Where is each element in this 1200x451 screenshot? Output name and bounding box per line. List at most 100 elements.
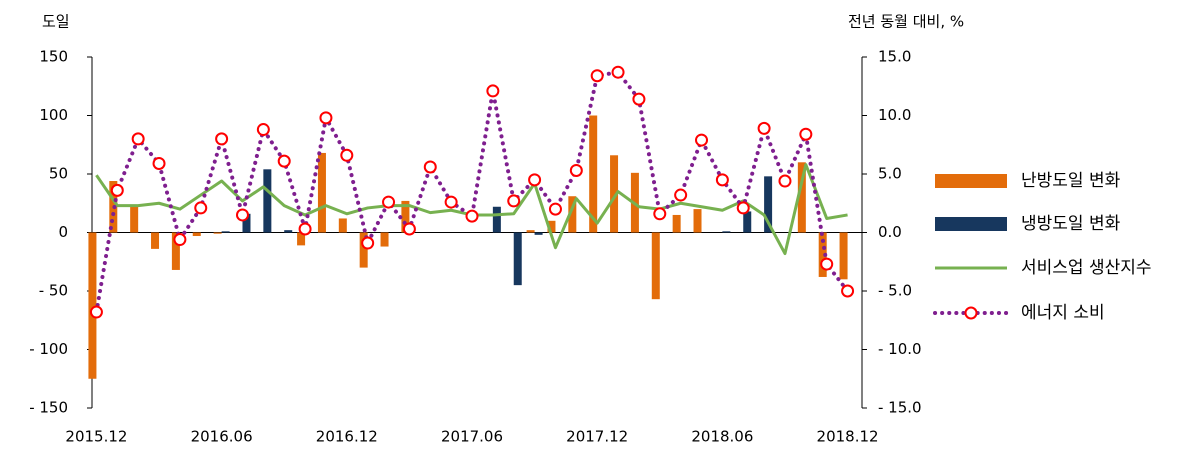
- bar: [672, 214, 681, 233]
- bar: [693, 209, 702, 233]
- marker: [235, 208, 249, 222]
- bar: [589, 115, 598, 233]
- marker: [799, 127, 813, 141]
- marker: [152, 156, 166, 170]
- marker: [465, 209, 479, 223]
- bar: [88, 232, 97, 379]
- bar: [513, 232, 522, 286]
- x-tick-label: 2016.06: [191, 428, 253, 446]
- x-tick-label: 2015.12: [65, 428, 127, 446]
- line: [94, 70, 850, 315]
- marker: [695, 133, 709, 147]
- marker: [298, 222, 312, 236]
- marker: [548, 202, 562, 216]
- marker: [173, 233, 187, 247]
- marker: [674, 188, 688, 202]
- legend-label: 서비스업 생산지수: [1021, 258, 1152, 278]
- y2-axis-title: 전년 동월 대비, %: [848, 13, 964, 31]
- legend-swatch: [935, 217, 1007, 231]
- bar: [192, 232, 201, 237]
- marker: [632, 92, 646, 106]
- legend-label: 난방도일 변화: [1021, 171, 1121, 191]
- bar: [359, 232, 368, 268]
- marker: [653, 207, 667, 221]
- marker: [423, 160, 437, 174]
- bar: [651, 232, 660, 300]
- bar: [526, 230, 535, 233]
- x-tick-label: 2017.06: [441, 428, 503, 446]
- bar: [547, 220, 556, 233]
- y-tick-label: - 50: [39, 282, 68, 300]
- marker: [277, 154, 291, 168]
- marker: [361, 236, 375, 250]
- marker: [486, 84, 500, 98]
- marker: [715, 173, 729, 187]
- marker: [778, 174, 792, 188]
- y-tick-label: 100: [39, 106, 68, 124]
- x-tick-label: 2018.12: [817, 428, 879, 446]
- bar: [722, 231, 731, 233]
- marker: [256, 123, 270, 137]
- marker: [110, 183, 124, 197]
- bar: [764, 176, 773, 233]
- marker: [215, 132, 229, 146]
- bar: [130, 206, 139, 233]
- marker: [736, 201, 750, 215]
- bar: [380, 232, 389, 247]
- legend-swatch: [935, 174, 1007, 188]
- marker: [402, 222, 416, 236]
- marker: [528, 173, 542, 187]
- y2-tick-label: - 15.0: [878, 399, 922, 417]
- y2-tick-label: - 10.0: [878, 340, 922, 358]
- y2-tick-label: 10.0: [878, 106, 911, 124]
- bar: [338, 218, 347, 233]
- marker: [319, 111, 333, 125]
- y-tick-label: - 150: [29, 399, 68, 417]
- legend-marker: [964, 306, 978, 320]
- bar: [797, 162, 806, 233]
- y2-tick-label: - 5.0: [878, 282, 912, 300]
- line: [95, 163, 848, 256]
- bar: [297, 232, 306, 246]
- marker: [340, 148, 354, 162]
- legend-label: 냉방도일 변화: [1021, 214, 1121, 234]
- marker: [611, 65, 625, 79]
- legend-label: 에너지 소비: [1021, 303, 1105, 323]
- x-tick-label: 2018.06: [691, 428, 753, 446]
- x-tick-label: 2016.12: [316, 428, 378, 446]
- marker: [507, 194, 521, 208]
- marker: [820, 257, 834, 271]
- bar: [151, 232, 160, 249]
- bar: [171, 232, 180, 270]
- bar: [610, 155, 619, 233]
- y2-tick-label: 0.0: [878, 223, 902, 241]
- bar: [317, 152, 326, 233]
- y2-tick-label: 5.0: [878, 165, 902, 183]
- bar: [568, 196, 577, 233]
- marker: [569, 163, 583, 177]
- bar: [284, 230, 293, 233]
- marker: [590, 69, 604, 83]
- bar: [839, 232, 848, 280]
- y-axis-title: 도일: [42, 13, 70, 31]
- marker: [89, 305, 103, 319]
- y-tick-label: - 100: [29, 340, 68, 358]
- marker: [841, 284, 855, 298]
- marker: [382, 195, 396, 209]
- x-tick-label: 2017.12: [566, 428, 628, 446]
- bar: [213, 232, 222, 234]
- y-tick-label: 0: [58, 223, 68, 241]
- marker: [444, 195, 458, 209]
- bar: [743, 211, 752, 233]
- bar: [263, 169, 272, 233]
- marker: [194, 201, 208, 215]
- bar: [221, 231, 230, 233]
- bar: [492, 206, 501, 233]
- bar: [242, 213, 251, 233]
- y-tick-label: 50: [49, 165, 68, 183]
- bar: [534, 232, 543, 235]
- y-tick-label: 150: [39, 48, 68, 66]
- y2-tick-label: 15.0: [878, 48, 911, 66]
